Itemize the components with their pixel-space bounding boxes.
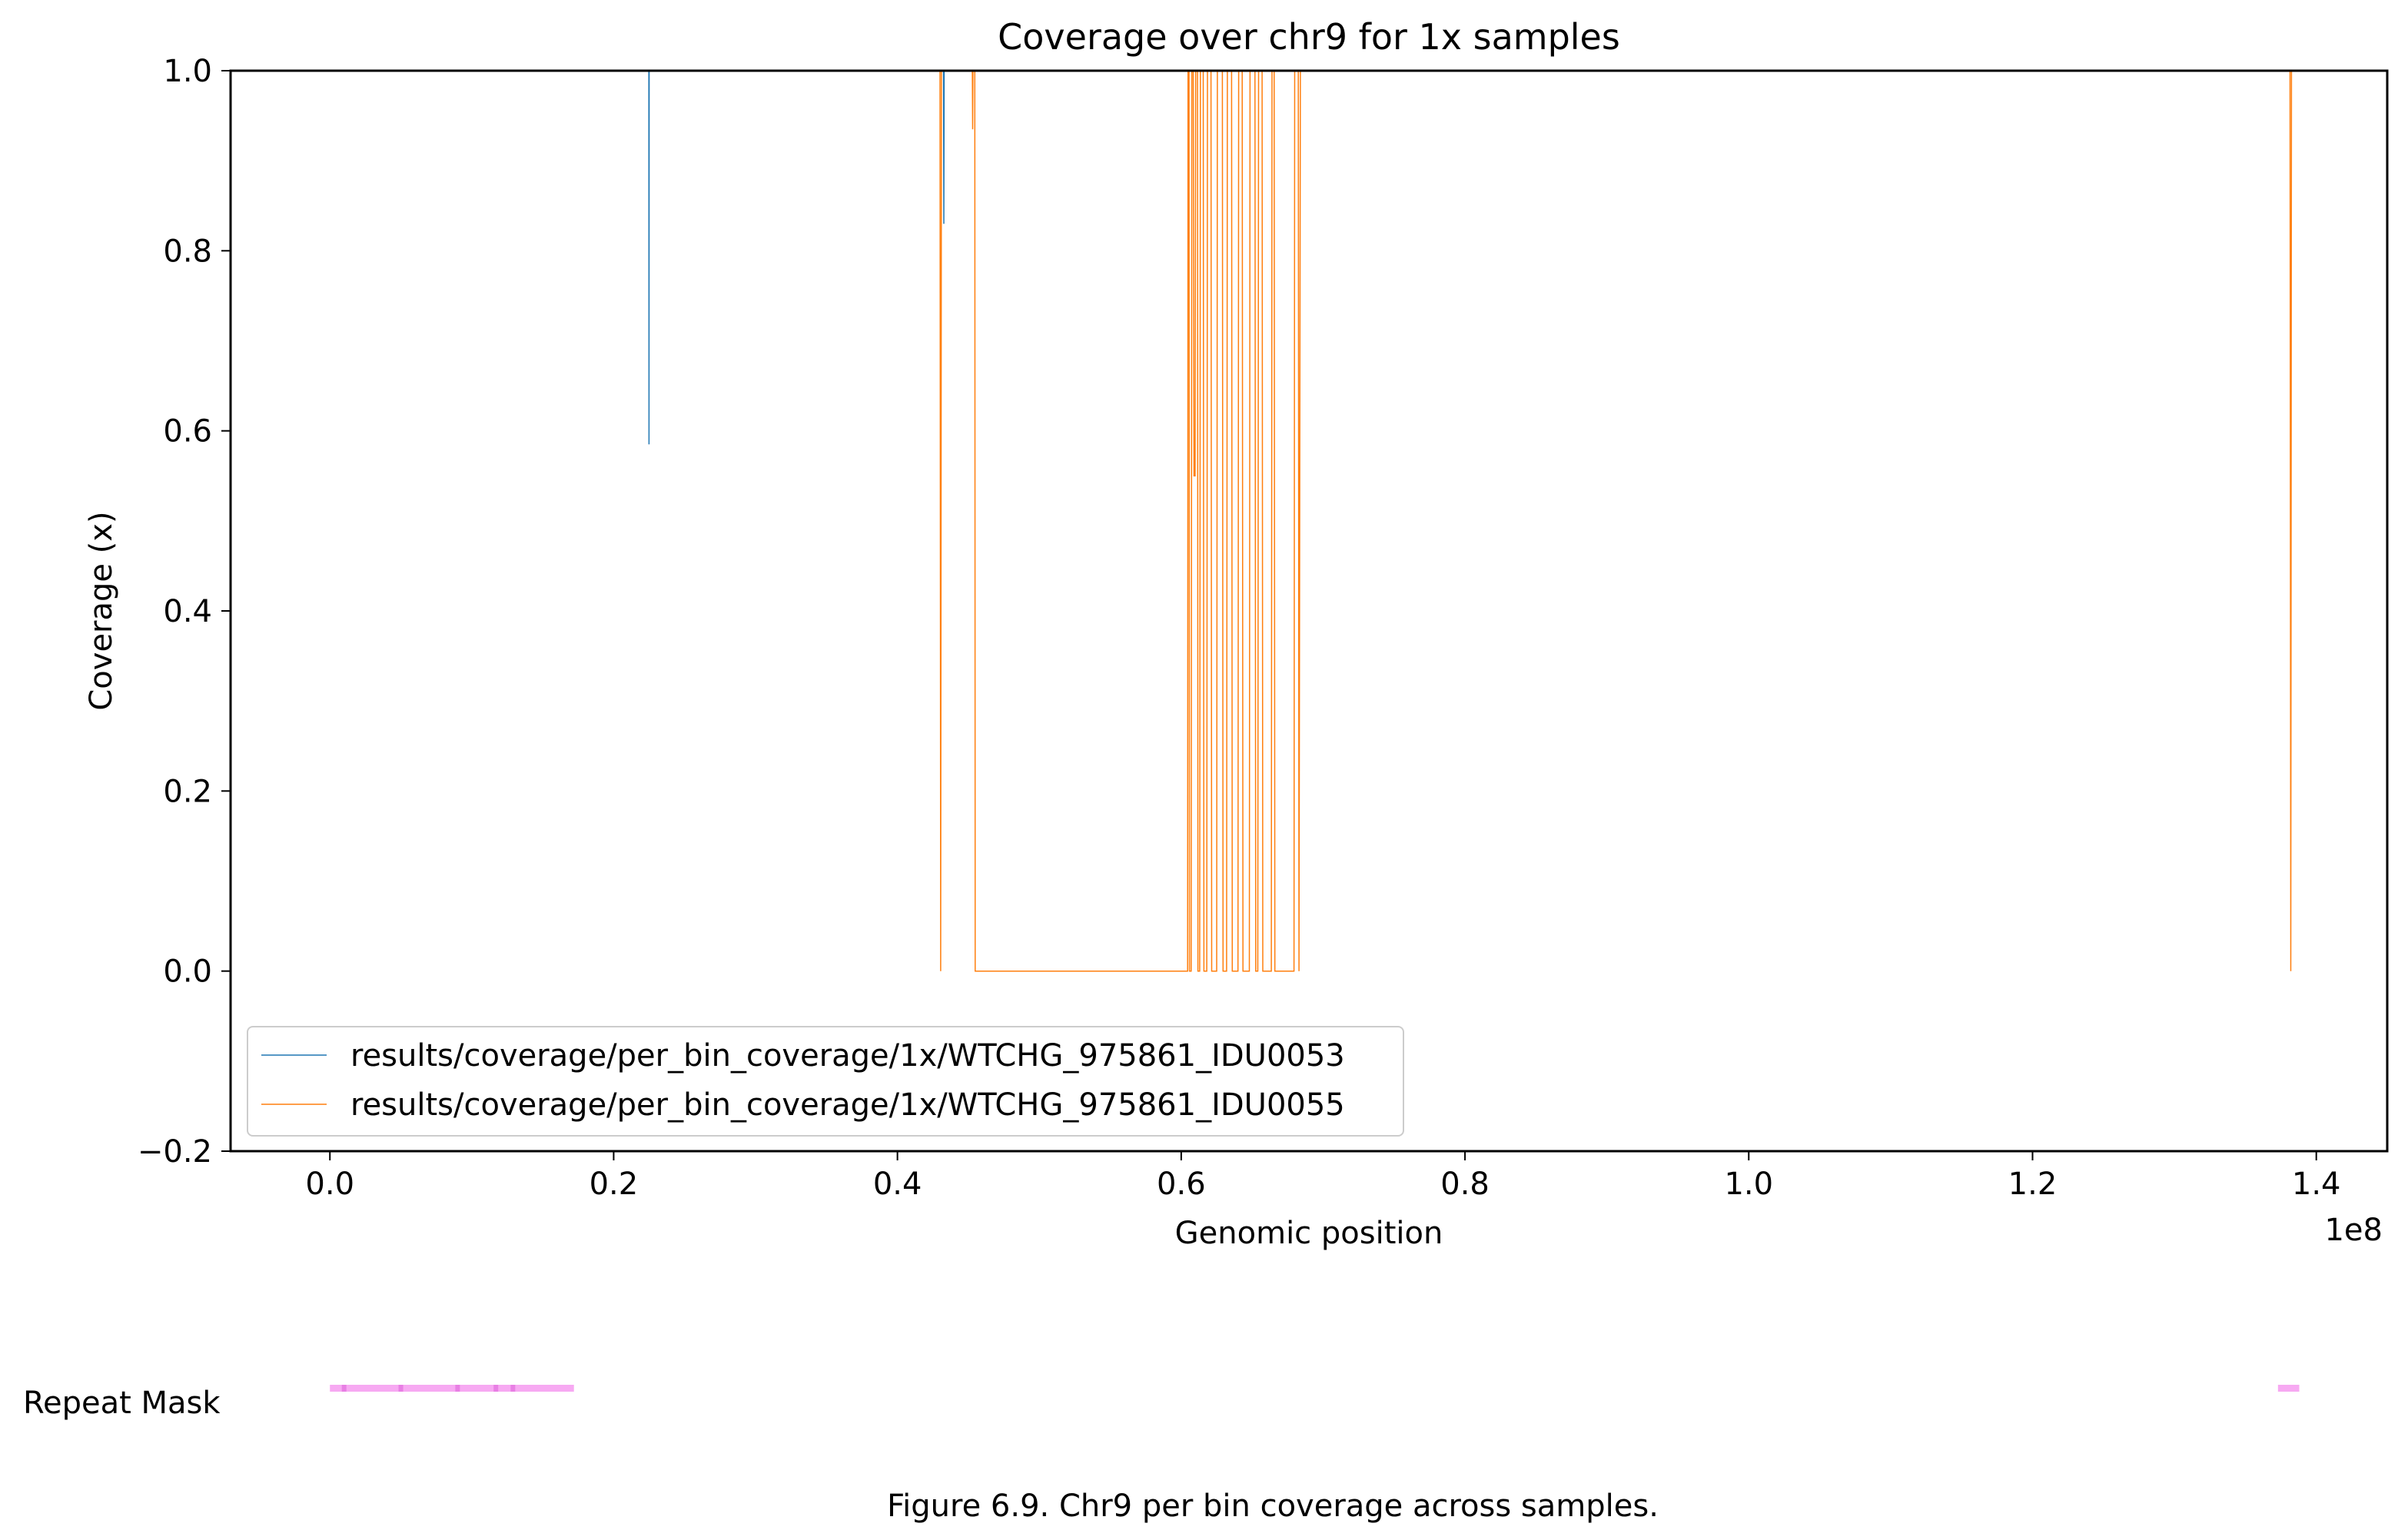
x-tick-label: 0.4 xyxy=(873,1167,922,1202)
repeat-mask-mark xyxy=(455,1385,460,1392)
x-tick-label: 0.6 xyxy=(1157,1167,1206,1202)
y-tick-label: 1.0 xyxy=(163,54,212,89)
y-axis-label: Coverage (x) xyxy=(84,511,119,710)
repeat-mask-mark xyxy=(341,1385,347,1392)
x-tick-label: 1.2 xyxy=(2008,1167,2058,1202)
repeat-mask-mark xyxy=(510,1385,516,1392)
legend-box xyxy=(247,1026,1404,1137)
series-line-1 xyxy=(330,70,2387,445)
repeat-mask-label: Repeat Mask xyxy=(23,1386,221,1421)
x-tick-label: 1.0 xyxy=(1724,1167,1773,1202)
x-axis-label: Genomic position xyxy=(1175,1216,1443,1251)
chart-title: Coverage over chr9 for 1x samples xyxy=(998,16,1620,58)
repeat-mask-segment xyxy=(2277,1385,2300,1392)
legend-label-series-2: results/coverage/per_bin_coverage/1x/WTC… xyxy=(350,1087,1345,1123)
x-tick-label: 0.2 xyxy=(590,1167,639,1202)
x-axis-offset-label: 1e8 xyxy=(2324,1213,2383,1248)
y-tick-label: −0.2 xyxy=(138,1134,212,1170)
y-tick-label: 0.4 xyxy=(163,594,212,629)
figure-caption: Figure 6.9. Chr9 per bin coverage across… xyxy=(887,1489,1659,1524)
series-layer xyxy=(330,70,2387,972)
legend-label-series-1: results/coverage/per_bin_coverage/1x/WTC… xyxy=(350,1038,1345,1074)
x-axis-ticks: 0.0 0.2 0.4 0.6 0.8 1.0 1.2 1.4 xyxy=(305,1151,2341,1202)
repeat-mask-segment xyxy=(330,1385,574,1392)
series-line-2 xyxy=(330,70,2387,972)
legend: results/coverage/per_bin_coverage/1x/WTC… xyxy=(247,1026,1404,1137)
plot-frame xyxy=(229,69,2389,1153)
repeat-mask-mark xyxy=(493,1385,499,1392)
x-tick-label: 0.0 xyxy=(305,1167,354,1202)
y-tick-label: 0.2 xyxy=(163,774,212,809)
y-tick-label: 0.6 xyxy=(163,414,212,450)
y-axis-ticks: −0.2 0.0 0.2 0.4 0.6 0.8 1.0 xyxy=(138,54,231,1170)
repeat-mask-mark xyxy=(398,1385,404,1392)
y-tick-label: 0.0 xyxy=(163,954,212,990)
y-tick-label: 0.8 xyxy=(163,234,212,269)
repeat-mask-track xyxy=(330,1385,2300,1392)
x-tick-label: 1.4 xyxy=(2292,1167,2341,1202)
x-tick-label: 0.8 xyxy=(1440,1167,1490,1202)
